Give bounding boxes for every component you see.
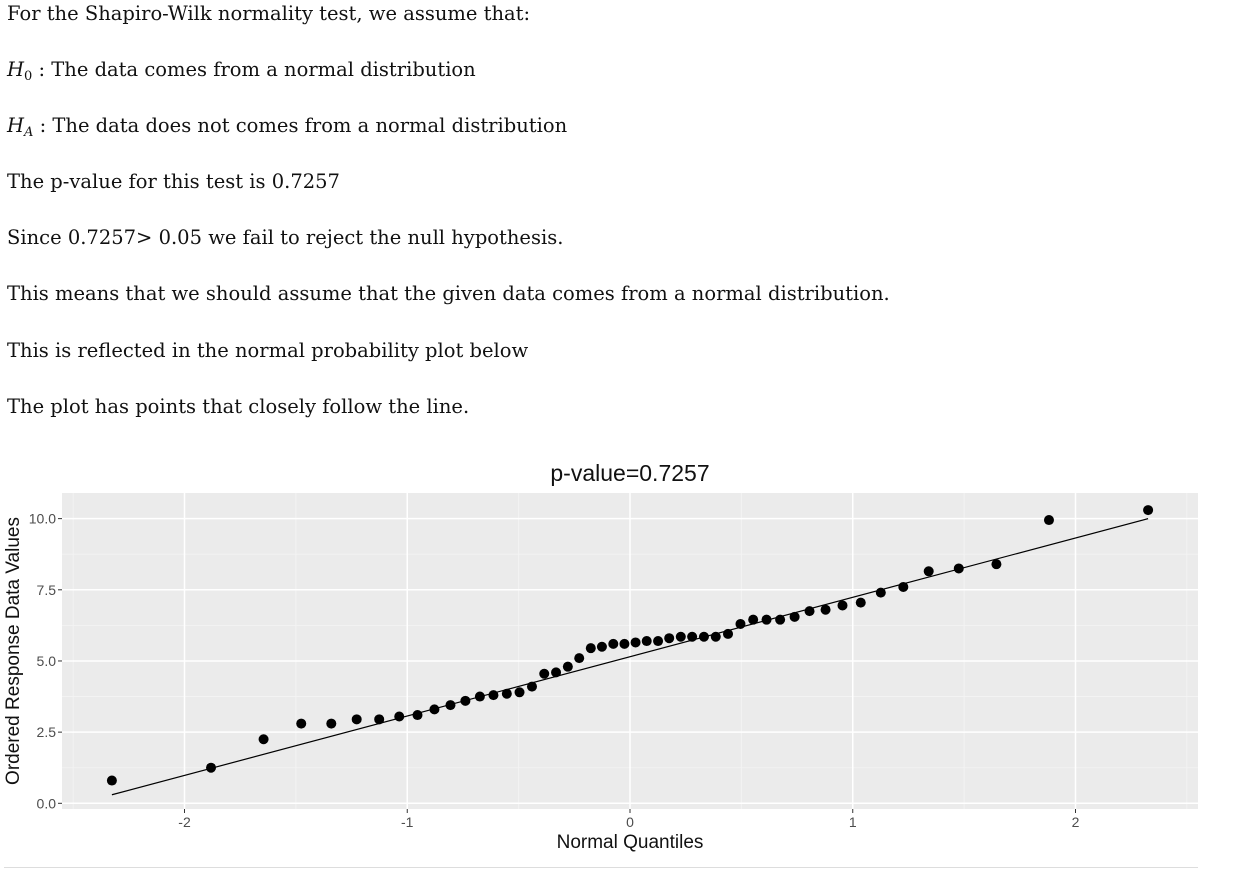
data-point xyxy=(585,643,596,654)
x-tick-label: 2 xyxy=(1072,814,1080,830)
data-point xyxy=(526,681,537,692)
data-point xyxy=(837,600,848,611)
data-point xyxy=(296,718,307,729)
data-point xyxy=(619,638,630,649)
data-point xyxy=(991,559,1002,570)
h0-text: : The data comes from a normal distribut… xyxy=(38,58,476,81)
data-point xyxy=(412,710,423,721)
data-point xyxy=(106,775,117,786)
data-point xyxy=(735,618,746,629)
x-tick-label: 1 xyxy=(849,814,857,830)
data-point xyxy=(653,636,664,647)
data-point xyxy=(898,581,909,592)
y-tick-label: 10.0 xyxy=(29,511,56,527)
y-tick-label: 7.5 xyxy=(37,582,57,598)
data-point xyxy=(710,631,721,642)
y-axis-label: Ordered Response Data Values xyxy=(3,517,24,785)
data-point xyxy=(460,695,471,706)
data-point xyxy=(761,614,772,625)
data-points xyxy=(106,505,1154,786)
data-point xyxy=(501,688,512,699)
data-point xyxy=(351,714,362,725)
alternative-hypothesis: HA : The data does not comes from a norm… xyxy=(7,112,567,147)
data-point xyxy=(374,714,385,725)
data-point xyxy=(804,606,815,617)
normal-probability-plot: p-value=0.7257 0.02.55.07.510.0 -2 -1 0 1 2 … xyxy=(3,460,1198,853)
bottom-divider xyxy=(4,867,1198,868)
h0-subscript: 0 xyxy=(24,69,33,84)
data-point xyxy=(630,637,641,648)
data-point xyxy=(596,641,607,652)
data-point xyxy=(664,633,675,644)
data-point xyxy=(641,636,652,647)
data-point xyxy=(514,687,525,698)
plot-reference-paragraph: This is reflected in the normal probabil… xyxy=(7,339,529,362)
y-tick-label: 5.0 xyxy=(37,653,57,669)
data-point xyxy=(445,700,456,711)
data-point xyxy=(551,667,562,678)
data-point xyxy=(258,734,269,745)
data-point xyxy=(574,653,585,664)
conclusion-paragraph: This means that we should assume that th… xyxy=(7,282,890,305)
data-point xyxy=(723,628,734,639)
data-point xyxy=(394,711,405,722)
intro-paragraph: For the Shapiro-Wilk normality test, we … xyxy=(7,2,531,25)
data-point xyxy=(206,762,217,773)
ha-subscript: A xyxy=(24,125,34,140)
qq-reference-line xyxy=(111,518,1149,796)
plot-observation-paragraph: The plot has points that closely follow … xyxy=(7,395,470,418)
y-tick-label: 2.5 xyxy=(37,724,57,740)
ha-text: : The data does not comes from a normal … xyxy=(39,114,568,137)
data-point xyxy=(562,661,573,672)
grid-lines xyxy=(62,493,1198,809)
chart-title: p-value=0.7257 xyxy=(550,460,709,486)
data-point xyxy=(488,690,499,701)
decision-paragraph: Since 0.7257> 0.05 we fail to reject the… xyxy=(7,226,564,249)
data-point xyxy=(748,614,759,625)
data-point xyxy=(429,704,440,715)
data-point xyxy=(820,604,831,615)
data-point xyxy=(1043,515,1054,526)
data-point xyxy=(789,611,800,622)
data-point xyxy=(855,597,866,608)
data-point xyxy=(953,563,964,574)
x-axis-label: Normal Quantiles xyxy=(557,832,704,853)
x-tick-label: 0 xyxy=(626,814,634,830)
x-tick-label: -2 xyxy=(178,814,191,830)
data-point xyxy=(1143,505,1154,516)
x-axis-ticks: -2 -1 0 1 2 xyxy=(178,809,1080,830)
data-point xyxy=(775,614,786,625)
data-point xyxy=(326,718,337,729)
data-point xyxy=(474,691,485,702)
data-point xyxy=(675,631,686,642)
data-point xyxy=(875,587,886,598)
data-point xyxy=(539,668,550,679)
y-axis-ticks: 0.0 2.5 5.0 7.5 10.0 xyxy=(29,511,62,811)
data-point xyxy=(698,631,709,642)
x-tick-label: -1 xyxy=(401,814,414,830)
y-tick-label: 0.0 xyxy=(37,795,57,811)
null-hypothesis: H0 : The data comes from a normal distri… xyxy=(7,56,476,91)
p-value-paragraph: The p-value for this test is 0.7257 xyxy=(7,170,340,193)
h0-symbol: H xyxy=(7,58,25,81)
data-point xyxy=(687,631,698,642)
data-point xyxy=(608,638,619,649)
data-point xyxy=(923,566,934,577)
ha-symbol: H xyxy=(7,114,25,137)
